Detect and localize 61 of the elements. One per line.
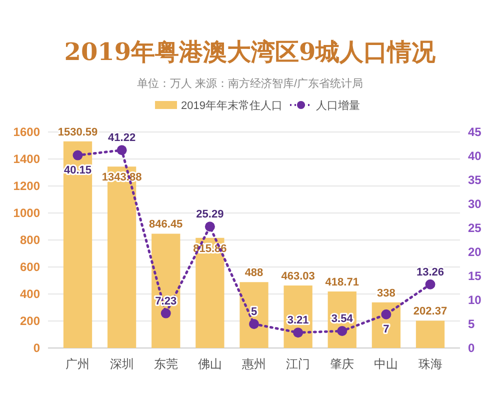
bar (152, 234, 180, 348)
point (249, 319, 259, 329)
point (72, 150, 83, 160)
y2-tick-label: 30 (468, 197, 482, 212)
data-label: 41.22 (108, 132, 136, 144)
y-tick-label: 1400 (13, 152, 40, 166)
bar (196, 238, 224, 348)
point (337, 326, 348, 336)
x-tick-label: 广州 (66, 357, 90, 371)
x-tick-label: 中山 (374, 357, 398, 371)
data-label: 202.37 (413, 306, 448, 318)
data-label: 13.26 (416, 266, 444, 278)
data-label: 338 (377, 287, 396, 300)
y2-tick-label: 45 (468, 125, 482, 140)
x-tick-label: 东莞 (154, 357, 178, 371)
y-tick-label: 200 (20, 314, 40, 328)
point (116, 145, 127, 156)
y-tick-label: 1600 (13, 125, 40, 140)
bar (63, 141, 92, 348)
point (293, 328, 304, 338)
x-tick-label: 深圳 (110, 357, 134, 371)
y2-tick-label: 35 (468, 173, 482, 188)
data-label: 3.54 (331, 313, 354, 326)
data-label: 463.03 (281, 270, 315, 282)
y-tick-label: 1200 (13, 179, 40, 194)
point (160, 308, 171, 318)
data-label: 25.29 (196, 208, 224, 221)
data-label: 5 (250, 306, 258, 318)
point (381, 309, 392, 320)
x-tick-label: 江门 (286, 357, 310, 371)
chart-title: 2019年粤港澳大湾区9城人口情况 (64, 37, 437, 66)
data-label: 1530.59 (58, 126, 98, 138)
x-tick-label: 惠州 (241, 357, 266, 371)
y-tick-label: 1000 (13, 206, 40, 220)
y2-tick-label: 20 (468, 245, 482, 260)
y-tick-label: 800 (20, 233, 40, 248)
bar (240, 282, 268, 348)
data-label: 418.71 (325, 276, 359, 288)
y2-tick-label: 10 (468, 293, 482, 308)
y2-tick-label: 5 (468, 317, 475, 332)
data-label: 40.15 (64, 164, 92, 176)
legend-label: 人口增量 (316, 100, 360, 112)
y2-tick-label: 0 (468, 341, 475, 356)
y-tick-label: 600 (20, 260, 40, 274)
x-tick-label: 肇庆 (330, 357, 354, 371)
x-tick-label: 珠海 (418, 357, 442, 371)
point (425, 279, 436, 290)
y2-tick-label: 15 (468, 269, 482, 284)
y-tick-label: 0 (33, 341, 40, 356)
data-label: 7 (383, 323, 390, 336)
data-label: 3.21 (287, 314, 309, 327)
data-label: 488 (244, 267, 264, 280)
chart-subtitle: 单位：万人 来源：南方经济智库/广东省统计局 (136, 77, 364, 90)
point (204, 222, 215, 232)
y-tick-label: 400 (20, 287, 40, 302)
x-tick-label: 佛山 (198, 357, 222, 371)
bar (416, 320, 445, 348)
y2-tick-label: 40 (468, 149, 482, 164)
y2-tick-label: 25 (468, 221, 482, 236)
data-label: 846.45 (149, 218, 183, 231)
legend-label: 2019年年末常住人口 (181, 99, 282, 112)
